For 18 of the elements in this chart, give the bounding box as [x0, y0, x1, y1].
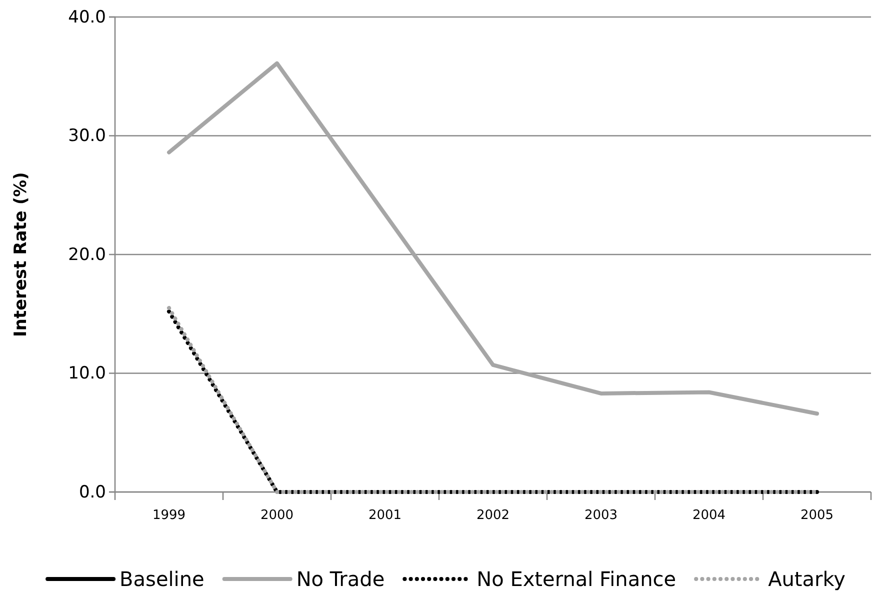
x-tick-label: 2000 — [260, 508, 294, 524]
line-series — [167, 61, 819, 416]
y-tick-label: 40.0 — [68, 7, 106, 28]
x-tick-label: 2003 — [584, 508, 618, 524]
x-tick-label: 2002 — [476, 508, 510, 524]
x-tick-label: 2001 — [368, 508, 402, 524]
y-tick-label: 30.0 — [68, 126, 106, 146]
x-tick-label: 1999 — [152, 508, 186, 524]
legend-label: Autarky — [768, 567, 846, 591]
y-tick-label: 10.0 — [68, 364, 106, 384]
legend-label: No Trade — [296, 567, 385, 591]
x-tick-label: 2005 — [800, 508, 834, 524]
y-tick-label: 0.0 — [78, 482, 106, 502]
x-tick-label: 2004 — [692, 508, 726, 524]
y-axis-title: Interest Rate (%) — [11, 172, 31, 337]
y-tick-label: 20.0 — [68, 244, 106, 265]
legend-label: Baseline — [120, 567, 204, 591]
legend-label: No External Finance — [476, 567, 676, 591]
